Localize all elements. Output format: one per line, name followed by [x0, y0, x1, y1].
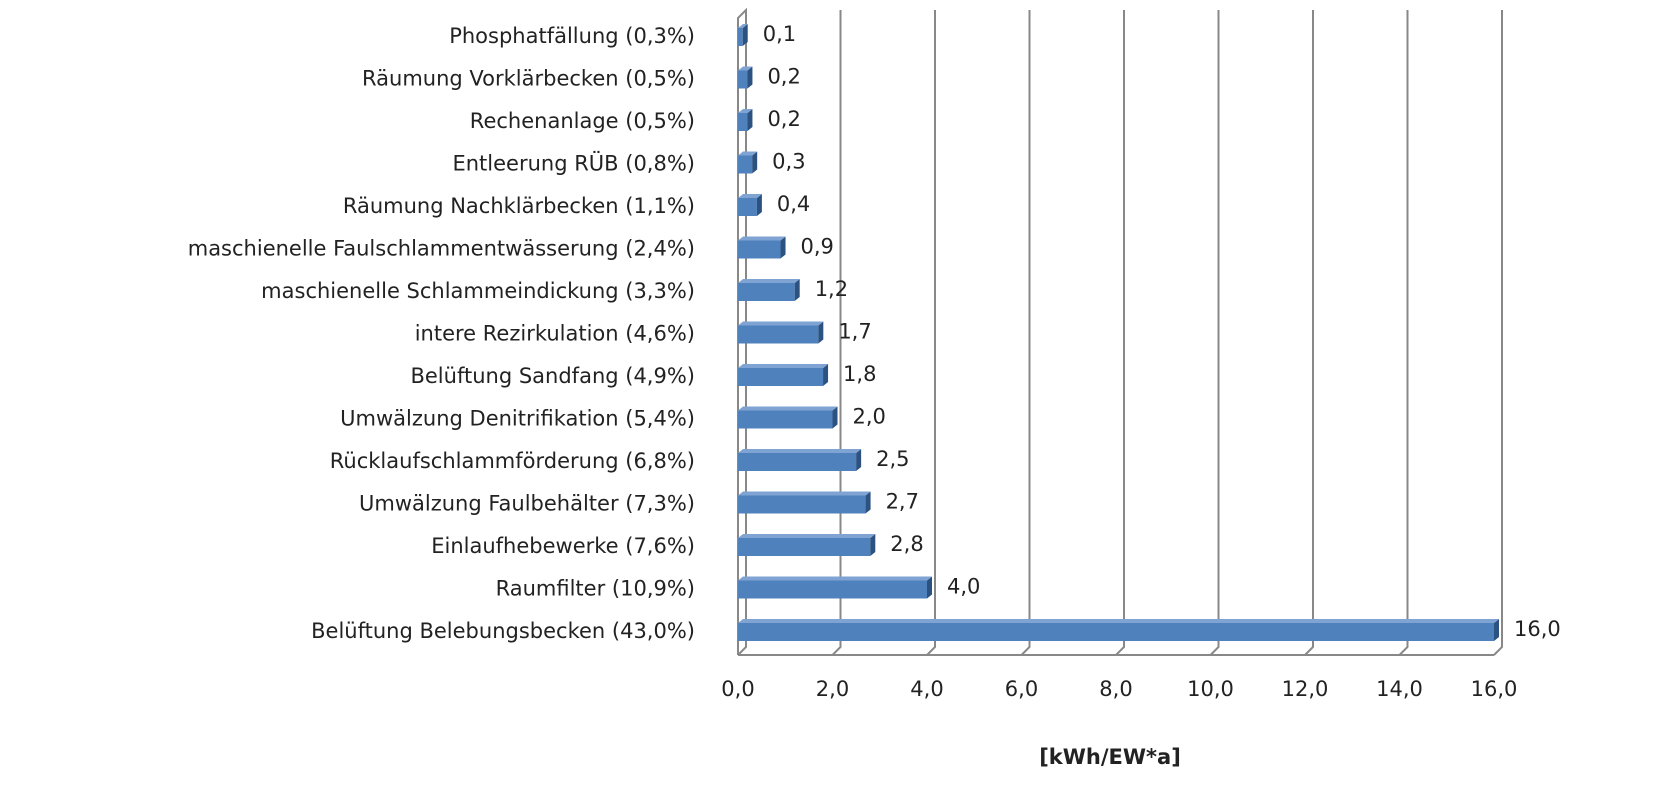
bar-side	[780, 236, 786, 259]
bar-top	[738, 66, 753, 71]
bar-side	[865, 491, 871, 514]
grid-line	[1304, 10, 1314, 656]
bar-side	[756, 194, 762, 216]
bar-top	[738, 406, 838, 411]
bar	[738, 623, 1494, 641]
bar-side	[742, 24, 748, 46]
x-tick-label: 12,0	[1282, 677, 1329, 701]
y-tick-label: Phosphatfällung (0,3%)	[449, 24, 695, 48]
y-tick-label: maschienelle Schlammeindickung (3,3%)	[261, 279, 695, 303]
y-tick-label: Belüftung Sandfang (4,9%)	[410, 364, 695, 388]
grid-line	[831, 10, 842, 656]
value-label: 2,7	[886, 490, 919, 514]
value-label: 16,0	[1514, 617, 1561, 641]
bar-top	[738, 194, 762, 198]
bar-top	[738, 619, 1499, 623]
value-label: 0,4	[777, 192, 810, 216]
value-label: 2,5	[876, 447, 909, 471]
value-label: 2,8	[890, 532, 923, 556]
bar-side	[752, 151, 758, 174]
grid-line	[1493, 10, 1503, 656]
bar-side	[747, 109, 753, 131]
bar	[738, 580, 927, 599]
bar	[738, 283, 795, 301]
bar	[738, 70, 748, 89]
bar-side	[1494, 619, 1499, 641]
bar-top	[738, 491, 871, 496]
bar-side	[832, 406, 838, 429]
grid-line	[1209, 10, 1220, 656]
bar-top	[738, 236, 786, 241]
bar	[738, 410, 833, 429]
bar-top	[738, 449, 862, 453]
x-tick-label: 16,0	[1471, 677, 1518, 701]
value-label: 1,2	[815, 277, 848, 301]
bar	[738, 155, 753, 174]
bar-side	[794, 279, 800, 301]
x-tick-label: 0,0	[721, 677, 754, 701]
y-tick-label: maschienelle Faulschlammentwässerung (2,…	[188, 237, 695, 261]
value-label: 0,9	[801, 235, 834, 259]
bar-side	[870, 534, 876, 556]
bar	[738, 368, 824, 386]
x-tick-label: 6,0	[1005, 677, 1038, 701]
bar	[738, 28, 743, 46]
value-label: 1,8	[843, 362, 876, 386]
value-label: 0,1	[763, 22, 796, 46]
value-label: 0,3	[772, 150, 805, 174]
bar-top	[738, 321, 824, 326]
y-tick-label: Raumfilter (10,9%)	[496, 577, 695, 601]
value-label: 1,7	[838, 320, 871, 344]
x-tick-label: 2,0	[816, 677, 849, 701]
value-label: 0,2	[767, 65, 800, 89]
grid-line	[1398, 10, 1409, 656]
bar-top	[738, 151, 758, 156]
bar	[738, 240, 781, 259]
x-tick-label: 8,0	[1099, 677, 1132, 701]
bar-side	[747, 66, 753, 89]
x-tick-label: 14,0	[1376, 677, 1423, 701]
y-tick-label: intere Rezirkulation (4,6%)	[415, 322, 695, 346]
bar	[738, 113, 748, 131]
bar	[738, 325, 819, 344]
bar	[738, 538, 871, 556]
bar-top	[738, 279, 800, 283]
x-tick-label: 10,0	[1187, 677, 1234, 701]
bar	[738, 453, 857, 471]
value-label: 0,2	[767, 107, 800, 131]
bar-top	[738, 364, 829, 368]
bar-top	[738, 109, 753, 113]
bar-side	[856, 449, 862, 471]
x-tick-label: 4,0	[910, 677, 943, 701]
y-tick-label: Entleerung RÜB (0,8%)	[452, 151, 695, 176]
y-tick-label: Einlaufhebewerke (7,6%)	[431, 534, 695, 558]
x-axis-label: [kWh/EW*a]	[1039, 745, 1181, 769]
grid-line	[926, 10, 936, 656]
bar-top	[738, 534, 876, 538]
y-tick-label: Rücklaufschlammförderung (6,8%)	[330, 449, 695, 473]
y-tick-label: Räumung Nachklärbecken (1,1%)	[343, 194, 695, 218]
bar-side	[818, 321, 824, 344]
y-tick-label: Umwälzung Denitrifikation (5,4%)	[340, 407, 695, 431]
bar	[738, 198, 757, 216]
grid-line	[1020, 10, 1031, 656]
grid-line	[1115, 10, 1125, 656]
value-label: 4,0	[947, 575, 980, 599]
y-tick-label: Belüftung Belebungsbecken (43,0%)	[311, 619, 695, 643]
bar-side	[823, 364, 829, 386]
grid-line	[737, 10, 747, 656]
bar-top	[738, 24, 748, 28]
y-tick-label: Umwälzung Faulbehälter (7,3%)	[359, 492, 695, 516]
value-label: 2,0	[853, 405, 886, 429]
bar-side	[927, 576, 932, 599]
bar	[738, 495, 866, 514]
y-tick-label: Räumung Vorklärbecken (0,5%)	[362, 67, 695, 91]
bar-top	[738, 576, 932, 581]
y-tick-label: Rechenanlage (0,5%)	[470, 109, 695, 133]
